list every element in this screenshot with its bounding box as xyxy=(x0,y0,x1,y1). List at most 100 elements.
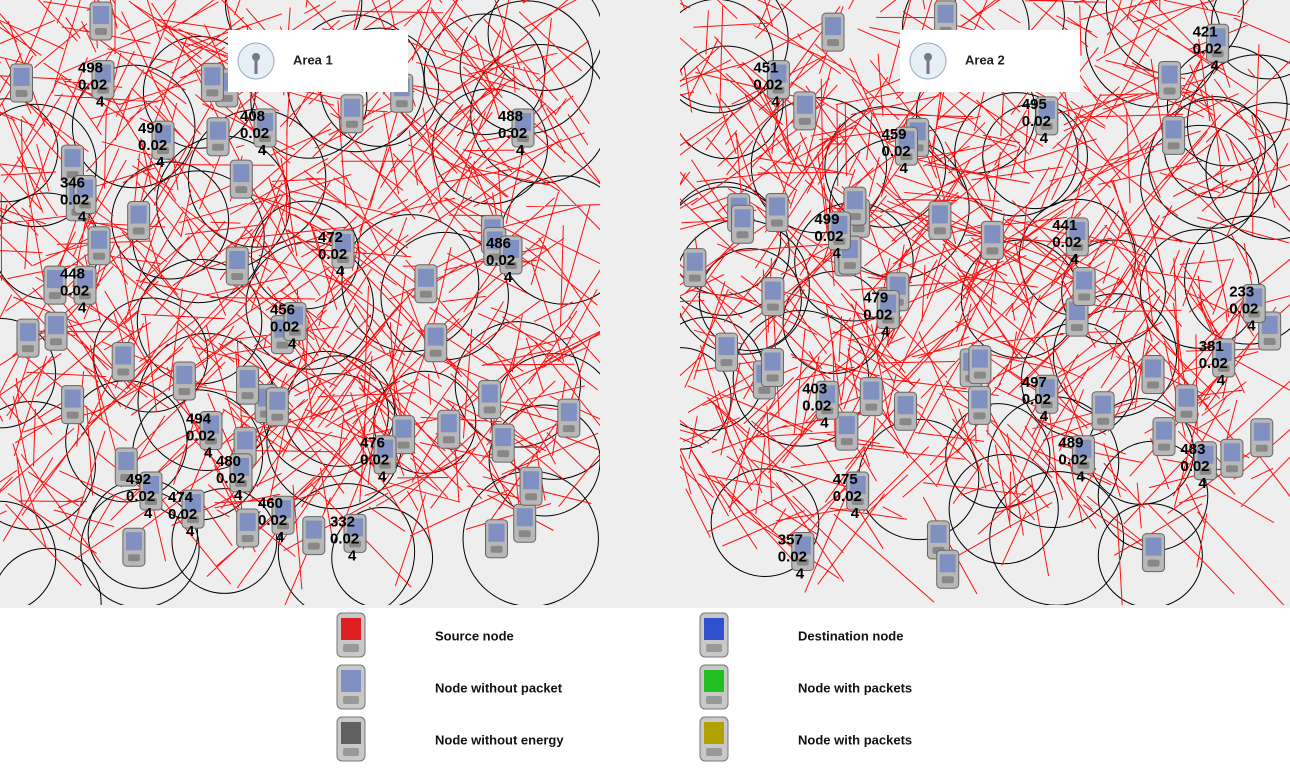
antenna-icon-pole xyxy=(255,60,258,74)
node-icon-keys xyxy=(1264,338,1276,345)
node-icon-keys xyxy=(16,90,28,97)
legend-label: Node without packet xyxy=(435,680,563,695)
node-icon-screen xyxy=(1166,120,1182,138)
node-energy: 0.02 xyxy=(802,397,831,414)
node-icon-screen xyxy=(495,428,511,446)
node-icon-keys xyxy=(1158,444,1170,451)
node-hops: 4 xyxy=(156,154,165,171)
node-icon-keys xyxy=(934,227,946,234)
node-icon-keys xyxy=(396,100,408,107)
node-icon-screen xyxy=(1095,396,1111,414)
node-energy: 0.02 xyxy=(126,488,155,505)
legend-icon-screen xyxy=(341,670,361,692)
node-hops: 4 xyxy=(378,469,387,486)
node-icon-keys xyxy=(1168,142,1180,149)
node-id: 480 xyxy=(216,453,241,470)
node-icon-screen xyxy=(418,269,434,287)
node-icon-keys xyxy=(346,121,358,128)
node-hops: 4 xyxy=(796,566,805,583)
node-energy: 0.02 xyxy=(216,470,245,487)
node-icon-screen xyxy=(1162,65,1178,83)
node-icon-keys xyxy=(767,304,779,311)
node-id: 451 xyxy=(753,60,778,77)
node-icon-screen xyxy=(20,323,36,341)
node-hops: 4 xyxy=(851,505,860,522)
node-icon-screen xyxy=(972,350,988,368)
legend-label: Node with packets xyxy=(798,680,912,695)
node-icon-screen xyxy=(561,403,577,421)
node-icon-screen xyxy=(115,346,131,364)
node-icon-screen xyxy=(48,316,64,334)
node-icon-screen xyxy=(938,5,954,23)
node-icon-keys xyxy=(771,219,783,226)
node-icon-keys xyxy=(689,275,701,282)
node-id: 448 xyxy=(60,265,85,282)
node-id: 459 xyxy=(882,126,907,143)
node-energy: 0.02 xyxy=(833,488,862,505)
node-icon-keys xyxy=(1071,324,1083,331)
node-icon-keys xyxy=(974,372,986,379)
node-energy: 0.02 xyxy=(1229,300,1258,317)
node-icon-screen xyxy=(240,513,256,531)
node-energy: 0.02 xyxy=(1022,113,1051,130)
legend-icon-keys xyxy=(706,644,722,652)
node-icon-keys xyxy=(1147,381,1159,388)
node-icon-screen xyxy=(984,225,1000,243)
node-hops: 4 xyxy=(144,505,153,522)
node-hops: 4 xyxy=(1217,372,1226,389)
node-energy: 0.02 xyxy=(1180,458,1209,475)
node-icon-keys xyxy=(95,28,107,35)
node-id: 476 xyxy=(360,435,385,452)
node-icon-screen xyxy=(839,416,855,434)
node-hops: 4 xyxy=(234,487,243,504)
node-energy: 0.02 xyxy=(863,307,892,324)
node-icon-screen xyxy=(797,96,813,114)
node-hops: 4 xyxy=(771,94,780,111)
node-icon-keys xyxy=(490,546,502,553)
node-icon-keys xyxy=(308,543,320,550)
node-hops: 4 xyxy=(78,299,87,316)
node-icon-screen xyxy=(1254,423,1270,441)
node-id: 489 xyxy=(1058,435,1083,452)
node-id: 332 xyxy=(330,513,355,530)
node-icon-screen xyxy=(863,382,879,400)
node-icon-keys xyxy=(497,450,509,457)
node-icon-screen xyxy=(971,390,987,408)
node-energy: 0.02 xyxy=(60,192,89,209)
node-icon-keys xyxy=(231,273,243,280)
node-hops: 4 xyxy=(348,547,357,564)
node-icon-keys xyxy=(865,404,877,411)
node-icon-screen xyxy=(118,452,134,470)
node-icon-keys xyxy=(22,345,34,352)
node-id: 456 xyxy=(270,302,295,319)
node-id: 475 xyxy=(833,471,858,488)
node-icon-screen xyxy=(1076,271,1092,289)
node-id: 495 xyxy=(1022,96,1047,113)
node-energy: 0.02 xyxy=(258,512,287,529)
node-id: 233 xyxy=(1229,283,1254,300)
node-hops: 4 xyxy=(1070,251,1079,268)
node-hops: 4 xyxy=(1076,469,1085,486)
node-hops: 4 xyxy=(1198,475,1207,492)
node-hops: 4 xyxy=(1040,130,1049,147)
legend-icon-screen xyxy=(704,618,724,640)
node-icon-screen xyxy=(825,17,841,35)
node-icon-screen xyxy=(1145,359,1161,377)
node-icon-screen xyxy=(14,68,30,86)
node-icon-screen xyxy=(64,149,80,167)
node-icon-screen xyxy=(940,554,956,572)
node-icon-keys xyxy=(50,338,62,345)
node-icon-keys xyxy=(420,291,432,298)
node-icon-screen xyxy=(769,197,785,215)
node-energy: 0.02 xyxy=(186,428,215,445)
node-energy: 0.02 xyxy=(330,530,359,547)
node-energy: 0.02 xyxy=(1052,234,1081,251)
node-hops: 4 xyxy=(1247,317,1256,334)
node-icon-screen xyxy=(1156,422,1172,440)
node-icon-screen xyxy=(482,385,498,403)
area-label: Area 1 xyxy=(293,52,333,67)
node-icon-keys xyxy=(844,262,856,269)
node-icon-keys xyxy=(1180,411,1192,418)
node-energy: 0.02 xyxy=(486,252,515,269)
node-icon-keys xyxy=(1256,445,1268,452)
